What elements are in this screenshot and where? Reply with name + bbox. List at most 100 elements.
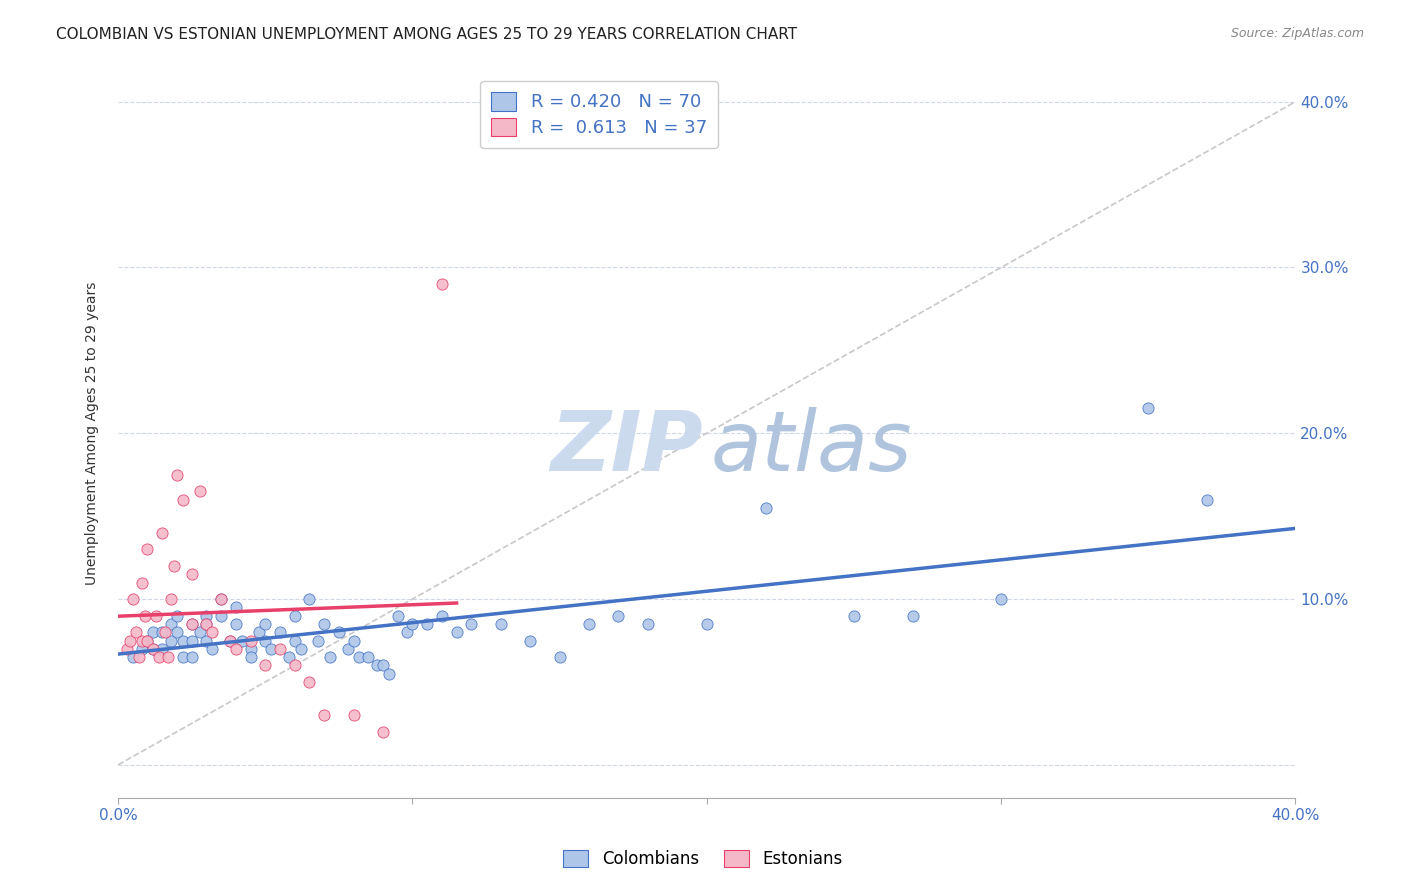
Point [430, 277, 453, 291]
Point [696, 617, 718, 632]
Point [201, 625, 224, 640]
Point [284, 608, 307, 623]
Legend: Colombians, Estonians: Colombians, Estonians [557, 843, 849, 875]
Point [225, 617, 247, 632]
Point [307, 633, 329, 648]
Point [489, 617, 512, 632]
Point [148, 650, 170, 665]
Point [290, 641, 312, 656]
Point [157, 650, 180, 665]
Point [371, 724, 394, 739]
Point [219, 633, 242, 648]
Point [416, 617, 439, 632]
Point [209, 592, 232, 607]
Point [357, 650, 380, 665]
Point [131, 633, 153, 648]
Point [430, 608, 453, 623]
Point [136, 633, 159, 648]
Point [460, 617, 482, 632]
Point [378, 666, 401, 681]
Point [284, 658, 307, 673]
Point [115, 641, 138, 656]
Point [190, 484, 212, 499]
Point [578, 617, 600, 632]
Point [269, 625, 291, 640]
Point [209, 608, 232, 623]
Point [142, 625, 165, 640]
Point [153, 625, 176, 640]
Point [446, 625, 468, 640]
Point [195, 617, 218, 632]
Point [314, 708, 336, 723]
Point [755, 500, 778, 515]
Point [118, 633, 141, 648]
Point [336, 641, 359, 656]
Point [371, 658, 394, 673]
Point [1197, 492, 1219, 507]
Point [239, 641, 262, 656]
Point [150, 625, 173, 640]
Point [166, 625, 188, 640]
Point [225, 600, 247, 615]
Point [172, 492, 194, 507]
Point [239, 633, 262, 648]
Point [134, 608, 156, 623]
Point [160, 617, 183, 632]
Point [195, 608, 218, 623]
Point [131, 641, 153, 656]
Point [231, 633, 253, 648]
Point [401, 617, 423, 632]
Point [298, 592, 321, 607]
Point [201, 641, 224, 656]
Point [328, 625, 350, 640]
Point [219, 633, 242, 648]
Text: COLOMBIAN VS ESTONIAN UNEMPLOYMENT AMONG AGES 25 TO 29 YEARS CORRELATION CHART: COLOMBIAN VS ESTONIAN UNEMPLOYMENT AMONG… [56, 27, 797, 42]
Point [172, 650, 194, 665]
Y-axis label: Unemployment Among Ages 25 to 29 years: Unemployment Among Ages 25 to 29 years [86, 282, 100, 585]
Point [349, 650, 371, 665]
Point [142, 641, 165, 656]
Point [366, 658, 388, 673]
Point [121, 592, 143, 607]
Point [180, 617, 202, 632]
Point [163, 558, 186, 573]
Point [180, 650, 202, 665]
Point [150, 525, 173, 540]
Point [519, 633, 541, 648]
Point [142, 641, 165, 656]
Point [254, 617, 277, 632]
Point [180, 617, 202, 632]
Point [247, 625, 270, 640]
Point [239, 650, 262, 665]
Point [298, 675, 321, 690]
Point [180, 633, 202, 648]
Point [319, 650, 342, 665]
Point [284, 633, 307, 648]
Point [150, 641, 173, 656]
Point [136, 542, 159, 557]
Point [901, 608, 924, 623]
Point [260, 641, 283, 656]
Point [128, 650, 150, 665]
Point [190, 625, 212, 640]
Point [637, 617, 659, 632]
Point [395, 625, 418, 640]
Point [607, 608, 630, 623]
Point [342, 633, 364, 648]
Point [269, 641, 291, 656]
Point [314, 617, 336, 632]
Point [121, 650, 143, 665]
Point [195, 633, 218, 648]
Point [145, 608, 167, 623]
Point [136, 633, 159, 648]
Point [180, 567, 202, 582]
Point [160, 592, 183, 607]
Point [166, 467, 188, 482]
Point [387, 608, 409, 623]
Point [842, 608, 865, 623]
Point [254, 633, 277, 648]
Point [1137, 401, 1160, 416]
Point [254, 658, 277, 673]
Text: atlas: atlas [710, 408, 912, 489]
Text: Source: ZipAtlas.com: Source: ZipAtlas.com [1230, 27, 1364, 40]
